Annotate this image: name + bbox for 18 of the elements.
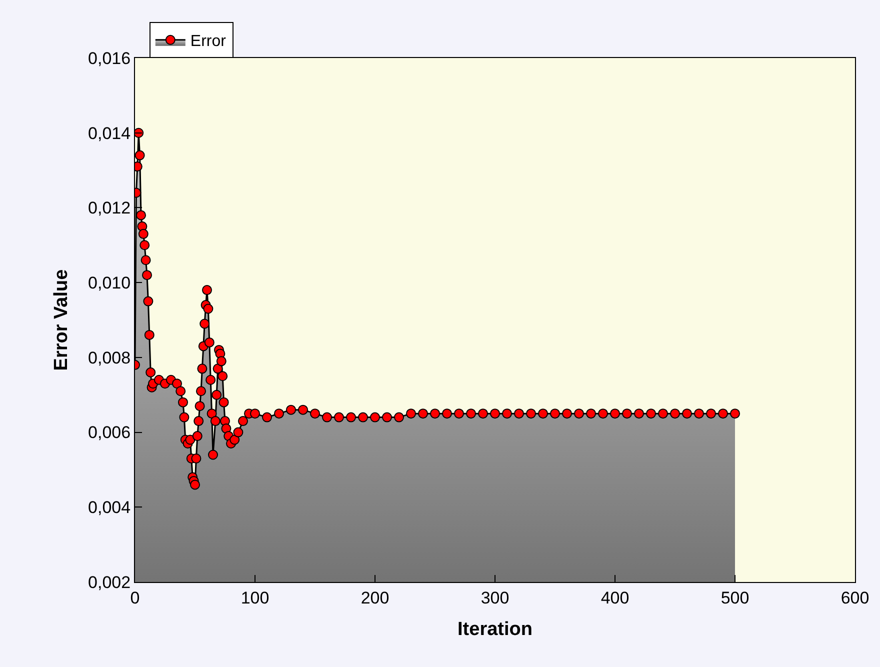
x-tick-label: 100 bbox=[240, 588, 270, 608]
x-tick-label: 200 bbox=[360, 588, 390, 608]
x-tick-label: 500 bbox=[720, 588, 750, 608]
y-tick-label: 0,004 bbox=[88, 498, 131, 518]
y-tick-label: 0,016 bbox=[88, 48, 131, 68]
x-tick-label: 0 bbox=[130, 588, 140, 608]
x-tick-label: 300 bbox=[480, 588, 510, 608]
y-tick-label: 0,010 bbox=[88, 274, 131, 293]
y-axis-title: Error Value bbox=[50, 269, 72, 371]
y-tick-label: 0,006 bbox=[88, 423, 131, 442]
y-tick-label: 0,002 bbox=[88, 572, 131, 592]
y-tick-label: 0,014 bbox=[88, 124, 131, 143]
x-tick-label: 400 bbox=[600, 588, 630, 608]
x-axis-title: Iteration bbox=[458, 619, 532, 640]
x-tick-label: 600 bbox=[840, 588, 870, 608]
y-tick-label: 0,008 bbox=[88, 348, 131, 368]
y-tick-label: 0,012 bbox=[88, 198, 131, 218]
legend-label: Error bbox=[190, 33, 227, 50]
